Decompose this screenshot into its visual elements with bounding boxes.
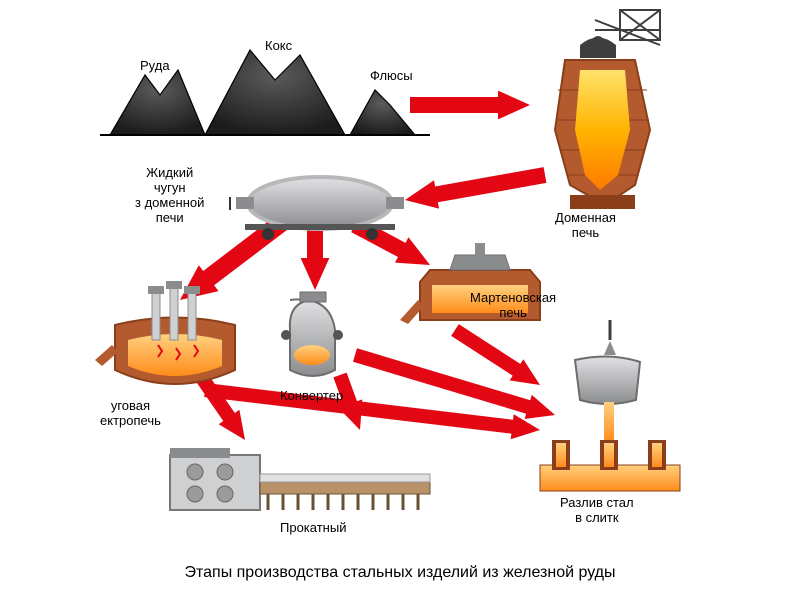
flow-arrow [301, 230, 330, 290]
pile-flux [350, 90, 415, 135]
flow-arrow [451, 324, 540, 385]
ingot-casting [540, 320, 680, 491]
blast-furnace [555, 10, 660, 209]
label-open-hearth: Мартеновская печь [470, 290, 556, 320]
pile-ore [110, 70, 205, 135]
label-converter: Конвертер [280, 388, 343, 403]
label-liquid-iron: Жидкий чугун з доменной печи [135, 165, 204, 225]
label-flux: Флюсы [370, 68, 413, 83]
diagram-svg [0, 0, 800, 600]
label-electric: уговая ектропечь [100, 398, 161, 428]
label-blast: Доменная печь [555, 210, 616, 240]
converter [281, 292, 343, 376]
caption: Этапы производства стальных изделий из ж… [0, 564, 800, 582]
label-rolling: Прокатный [280, 520, 346, 535]
flow-arrow [410, 91, 530, 120]
flow-arrow [405, 167, 546, 209]
rolling-mill [170, 448, 430, 510]
diagram-stage: Руда Кокс Флюсы Доменная печь Жидкий чуг… [0, 0, 800, 600]
label-coke: Кокс [265, 38, 292, 53]
label-ore: Руда [140, 58, 170, 73]
label-casting: Разлив стал в слитк [560, 495, 634, 525]
electric-arc-furnace [95, 281, 235, 384]
pile-coke [205, 50, 345, 135]
